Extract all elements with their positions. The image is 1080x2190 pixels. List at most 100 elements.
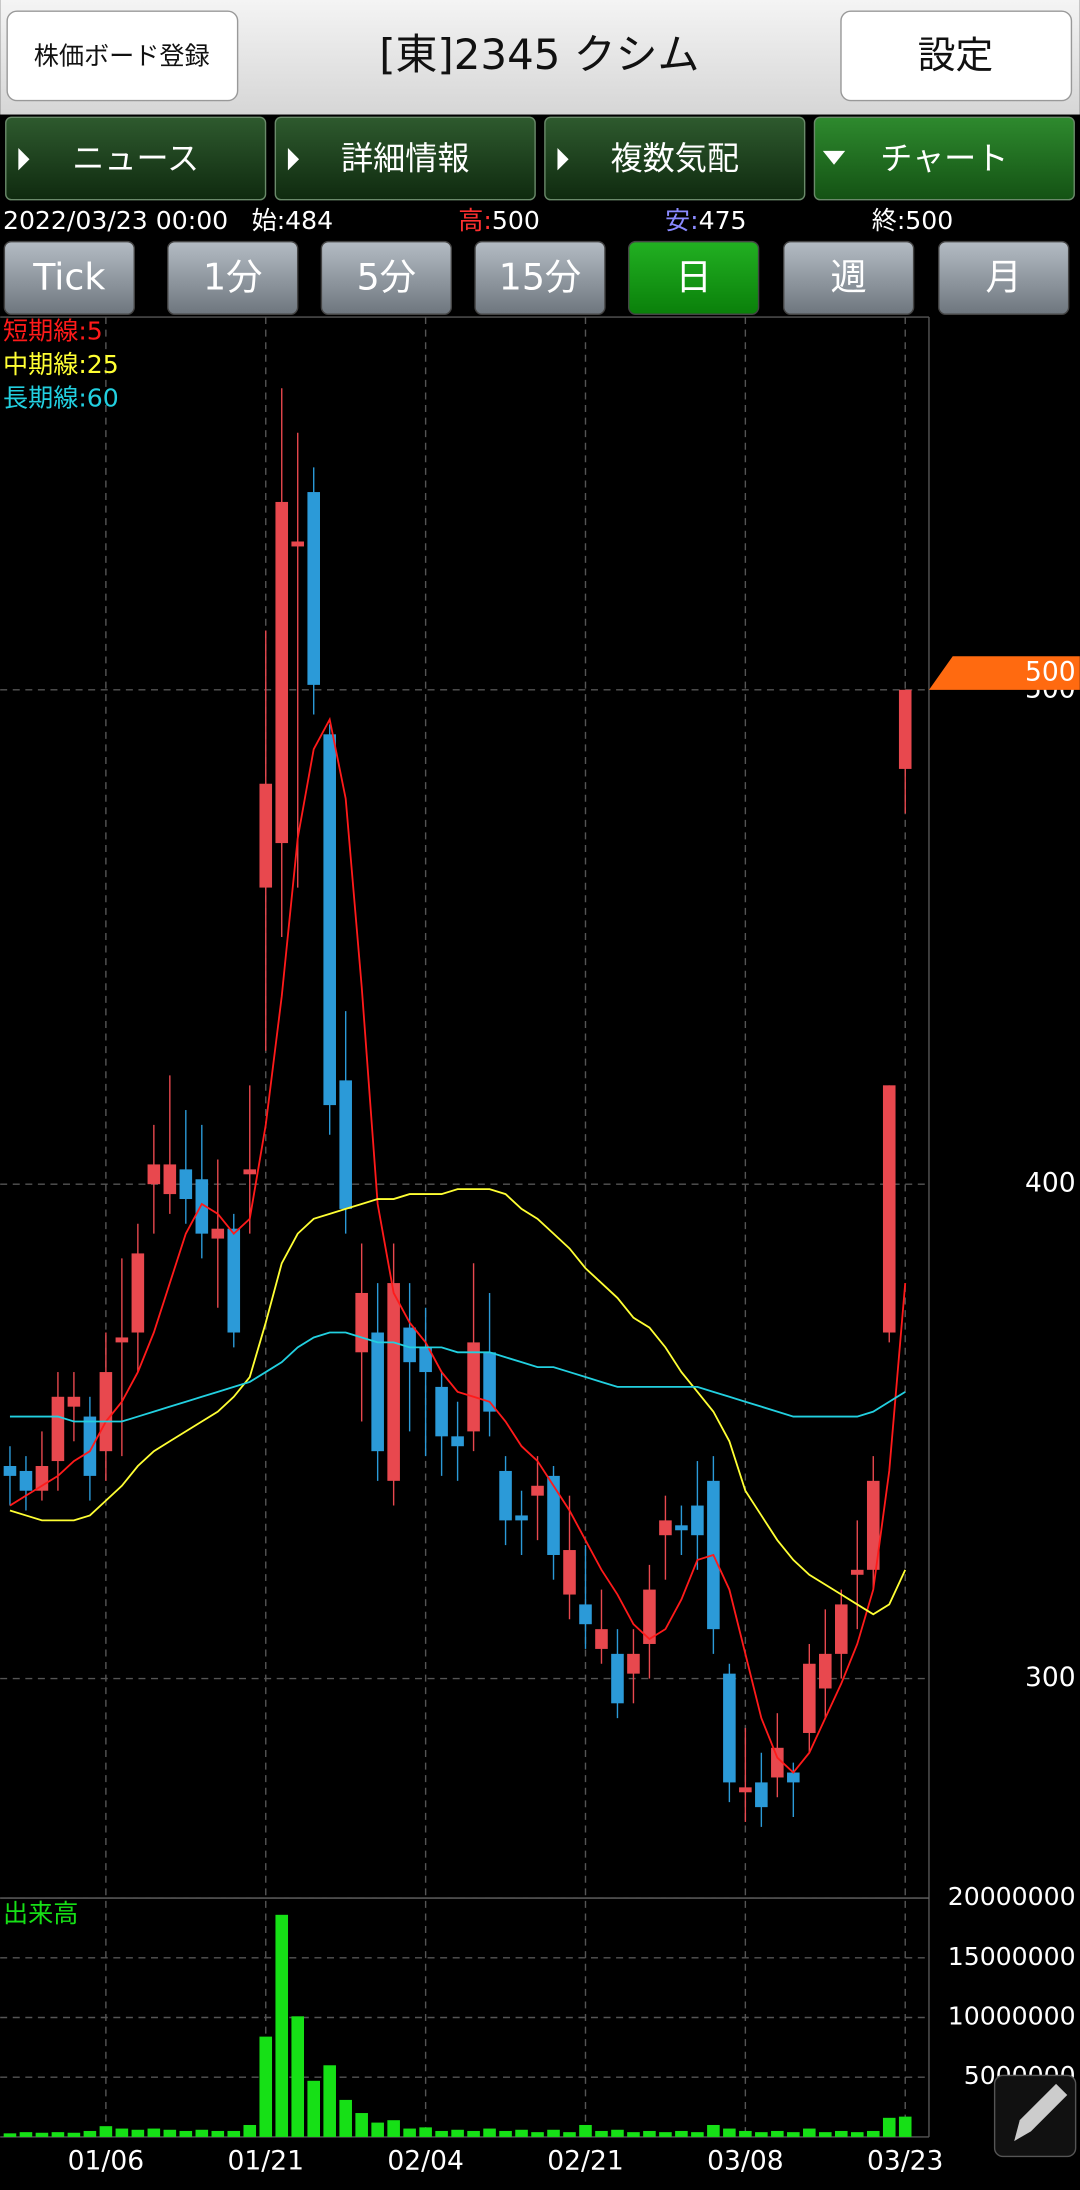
candle-body [850,1569,864,1575]
period-button[interactable] [320,240,453,315]
volume-bar [451,2129,464,2137]
label: 安: [665,206,699,235]
candle-body [67,1396,81,1407]
volume-bar [227,2130,241,2137]
quote-high: 高:500 [458,206,540,235]
volume-bar [403,2128,416,2137]
settings-label: 設定 [918,33,993,77]
candle-body [371,1332,384,1452]
value: 484 [285,206,333,235]
y-tick-label: 400 [1025,1168,1076,1199]
candle-body [675,1525,688,1531]
period-button[interactable] [167,240,299,315]
settings-button[interactable] [840,10,1073,102]
volume-bar [307,2080,320,2137]
current-price-tag [928,656,1080,690]
period-button[interactable] [938,240,1070,315]
candle-body [307,492,320,685]
candle-body [115,1337,129,1343]
board-button-label: 株価ボード登録 [34,41,210,70]
volume-bar [243,2124,257,2137]
candle-body [387,1283,400,1481]
period-button[interactable] [627,240,760,315]
volume-bar [435,2130,448,2137]
board-button[interactable] [6,10,239,102]
volume-bar [499,2130,512,2137]
volume-bar [643,2130,656,2137]
period-button[interactable] [474,240,606,315]
tab[interactable] [5,116,267,201]
volume-tick-label: 20000000 [948,1882,1076,1911]
volume-bar [819,2132,832,2137]
volume-bar [371,2122,384,2137]
label: 高: [458,206,492,235]
chart: 3004005005000000100000001500000020000000… [0,316,1080,2177]
volume-bar [898,2116,912,2137]
candle-body [131,1253,145,1333]
candle-body [291,541,305,547]
volume-bar [771,2130,784,2137]
volume-bar [691,2132,704,2137]
volume-bar [35,2132,49,2137]
candle-body [467,1342,480,1432]
candle-body [515,1515,528,1521]
volume-bar [882,2117,896,2137]
volume-bar [387,2120,400,2137]
period-label: 15分 [499,255,581,298]
volume-bar [131,2129,145,2137]
volume-bar [259,2036,273,2137]
quote-low: 安:475 [665,206,747,235]
candle-body [531,1485,544,1496]
candle-body [163,1164,177,1195]
quote-open: 始:484 [252,206,334,235]
volume-bar [659,2132,672,2137]
candle-body [563,1550,576,1595]
candle-body [339,1080,352,1209]
volume-bar [803,2128,816,2137]
tab-arrow [18,148,30,171]
candle-body [179,1169,193,1200]
volume-bar [355,2113,368,2137]
candle-body [35,1465,49,1491]
volume-tick-label: 15000000 [948,1942,1076,1971]
tab-arrow [287,148,300,171]
candle-body [435,1386,448,1437]
candle-body [547,1475,560,1555]
period-label: Tick [32,255,105,298]
title: [東]2345 クシム [379,30,699,79]
label: 終: [872,206,906,235]
volume-bar [707,2124,720,2137]
volume-bar [115,2128,129,2137]
candle-body [243,1169,257,1175]
tab[interactable] [813,116,1075,201]
period-button[interactable] [783,240,915,315]
y-tick-label: 300 [1025,1662,1076,1693]
candle-body [227,1228,241,1333]
tab[interactable] [544,116,806,201]
tab[interactable] [274,116,536,201]
candle-body [483,1352,496,1412]
volume-bar [563,2132,576,2137]
candle-body [147,1164,161,1185]
x-tick-label: 02/21 [547,2146,623,2177]
x-tick-label: 02/04 [387,2146,463,2177]
edit-icon[interactable] [993,2074,1077,2158]
quote-date: 2022/03/23 00:00 [3,206,228,235]
period-button[interactable] [3,240,135,315]
candle-body [259,783,273,888]
volume-bar [419,2127,432,2137]
tab-arrow [822,150,846,165]
volume-bar [611,2129,624,2137]
volume-bar [147,2128,161,2137]
volume-bar [723,2128,736,2137]
candle-body [866,1480,880,1570]
candle-body [739,1787,752,1793]
volume-bar [19,2132,33,2137]
candle-body [419,1347,432,1373]
volume-bar [51,2132,65,2137]
value: 475 [699,206,747,235]
candle-body [659,1520,672,1536]
period-label: 5分 [357,255,416,298]
